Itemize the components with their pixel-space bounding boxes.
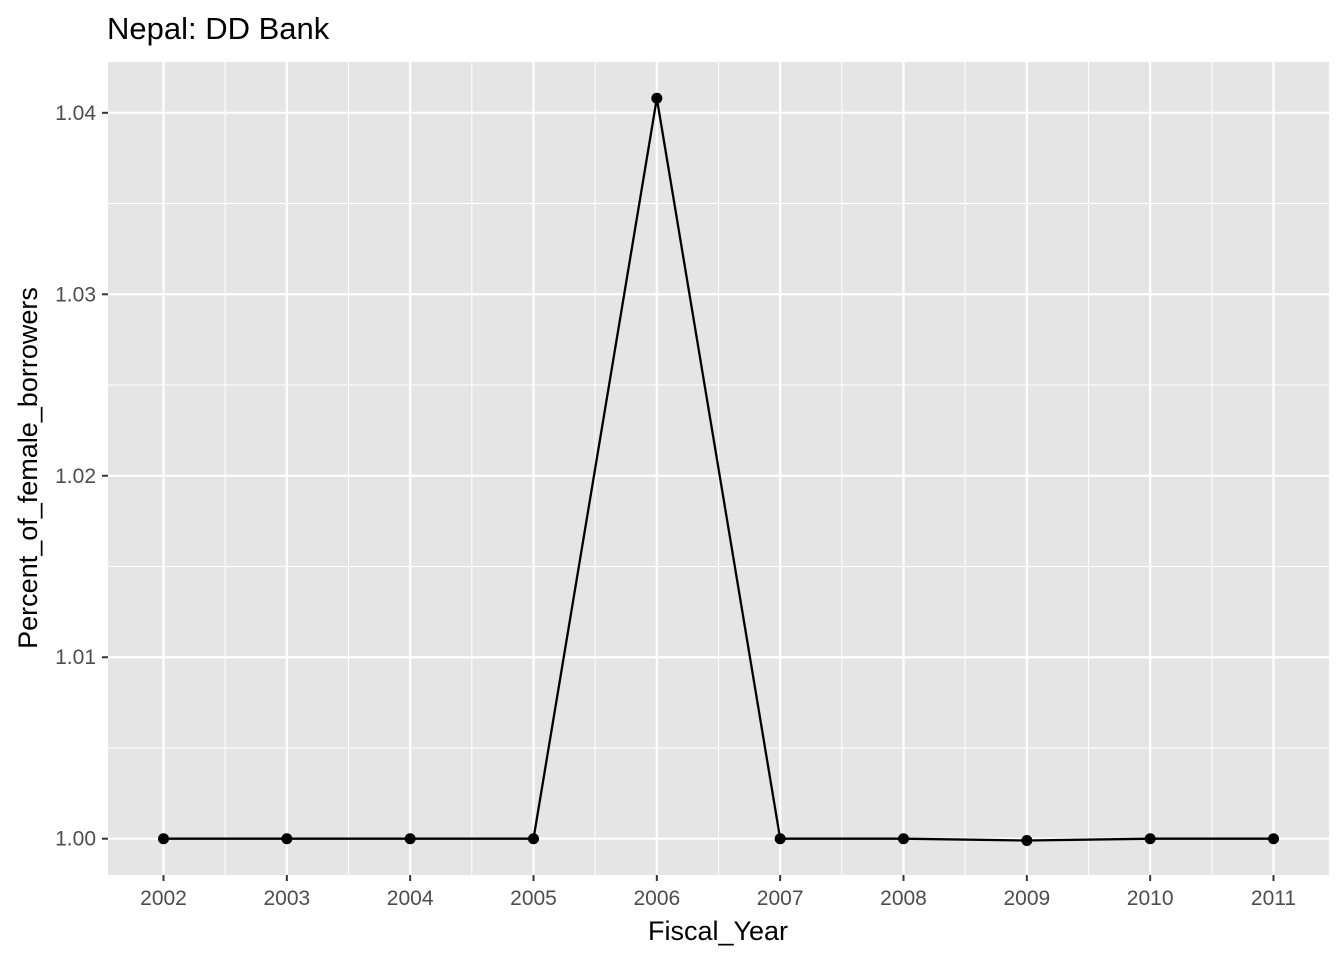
data-point <box>528 833 539 845</box>
data-point <box>774 833 786 845</box>
y-tick-label: 1.02 <box>55 465 96 488</box>
x-tick-label: 2010 <box>1127 887 1174 910</box>
y-tick-label: 1.01 <box>55 646 96 669</box>
y-axis: 1.00 1.01 1.02 1.03 1.04 <box>55 102 108 851</box>
chart-title: Nepal: DD Bank <box>107 11 330 46</box>
grid-minor <box>108 62 1329 875</box>
data-point <box>898 833 909 845</box>
data-point <box>158 833 169 845</box>
x-tick-label: 2008 <box>880 887 927 910</box>
data-point <box>1021 835 1033 847</box>
data-point <box>1268 833 1279 845</box>
data-point <box>281 833 293 845</box>
x-tick-label: 2004 <box>387 887 434 910</box>
x-tick-label: 2011 <box>1251 887 1296 910</box>
data-point <box>651 92 663 104</box>
series-layer <box>158 92 1279 847</box>
y-tick-label: 1.03 <box>55 283 96 306</box>
y-tick-label: 1.00 <box>55 828 96 851</box>
data-point <box>404 833 416 845</box>
grid-major <box>108 62 1329 875</box>
x-tick-label: 2007 <box>757 887 804 910</box>
x-axis: 2002 2003 2004 2005 2006 2007 2008 2009 2010 2011 <box>140 875 1296 910</box>
y-axis-title: Percent_of_female_borrowers <box>13 287 43 649</box>
x-tick-label: 2006 <box>633 887 680 910</box>
x-axis-title: Fiscal_Year <box>648 916 788 946</box>
x-tick-label: 2002 <box>140 887 187 910</box>
x-tick-label: 2005 <box>510 887 557 910</box>
series-line <box>163 97 1274 842</box>
y-tick-label: 1.04 <box>55 102 96 125</box>
data-point <box>1144 833 1156 845</box>
x-tick-label: 2009 <box>1003 887 1050 910</box>
x-tick-label: 2003 <box>263 887 310 910</box>
